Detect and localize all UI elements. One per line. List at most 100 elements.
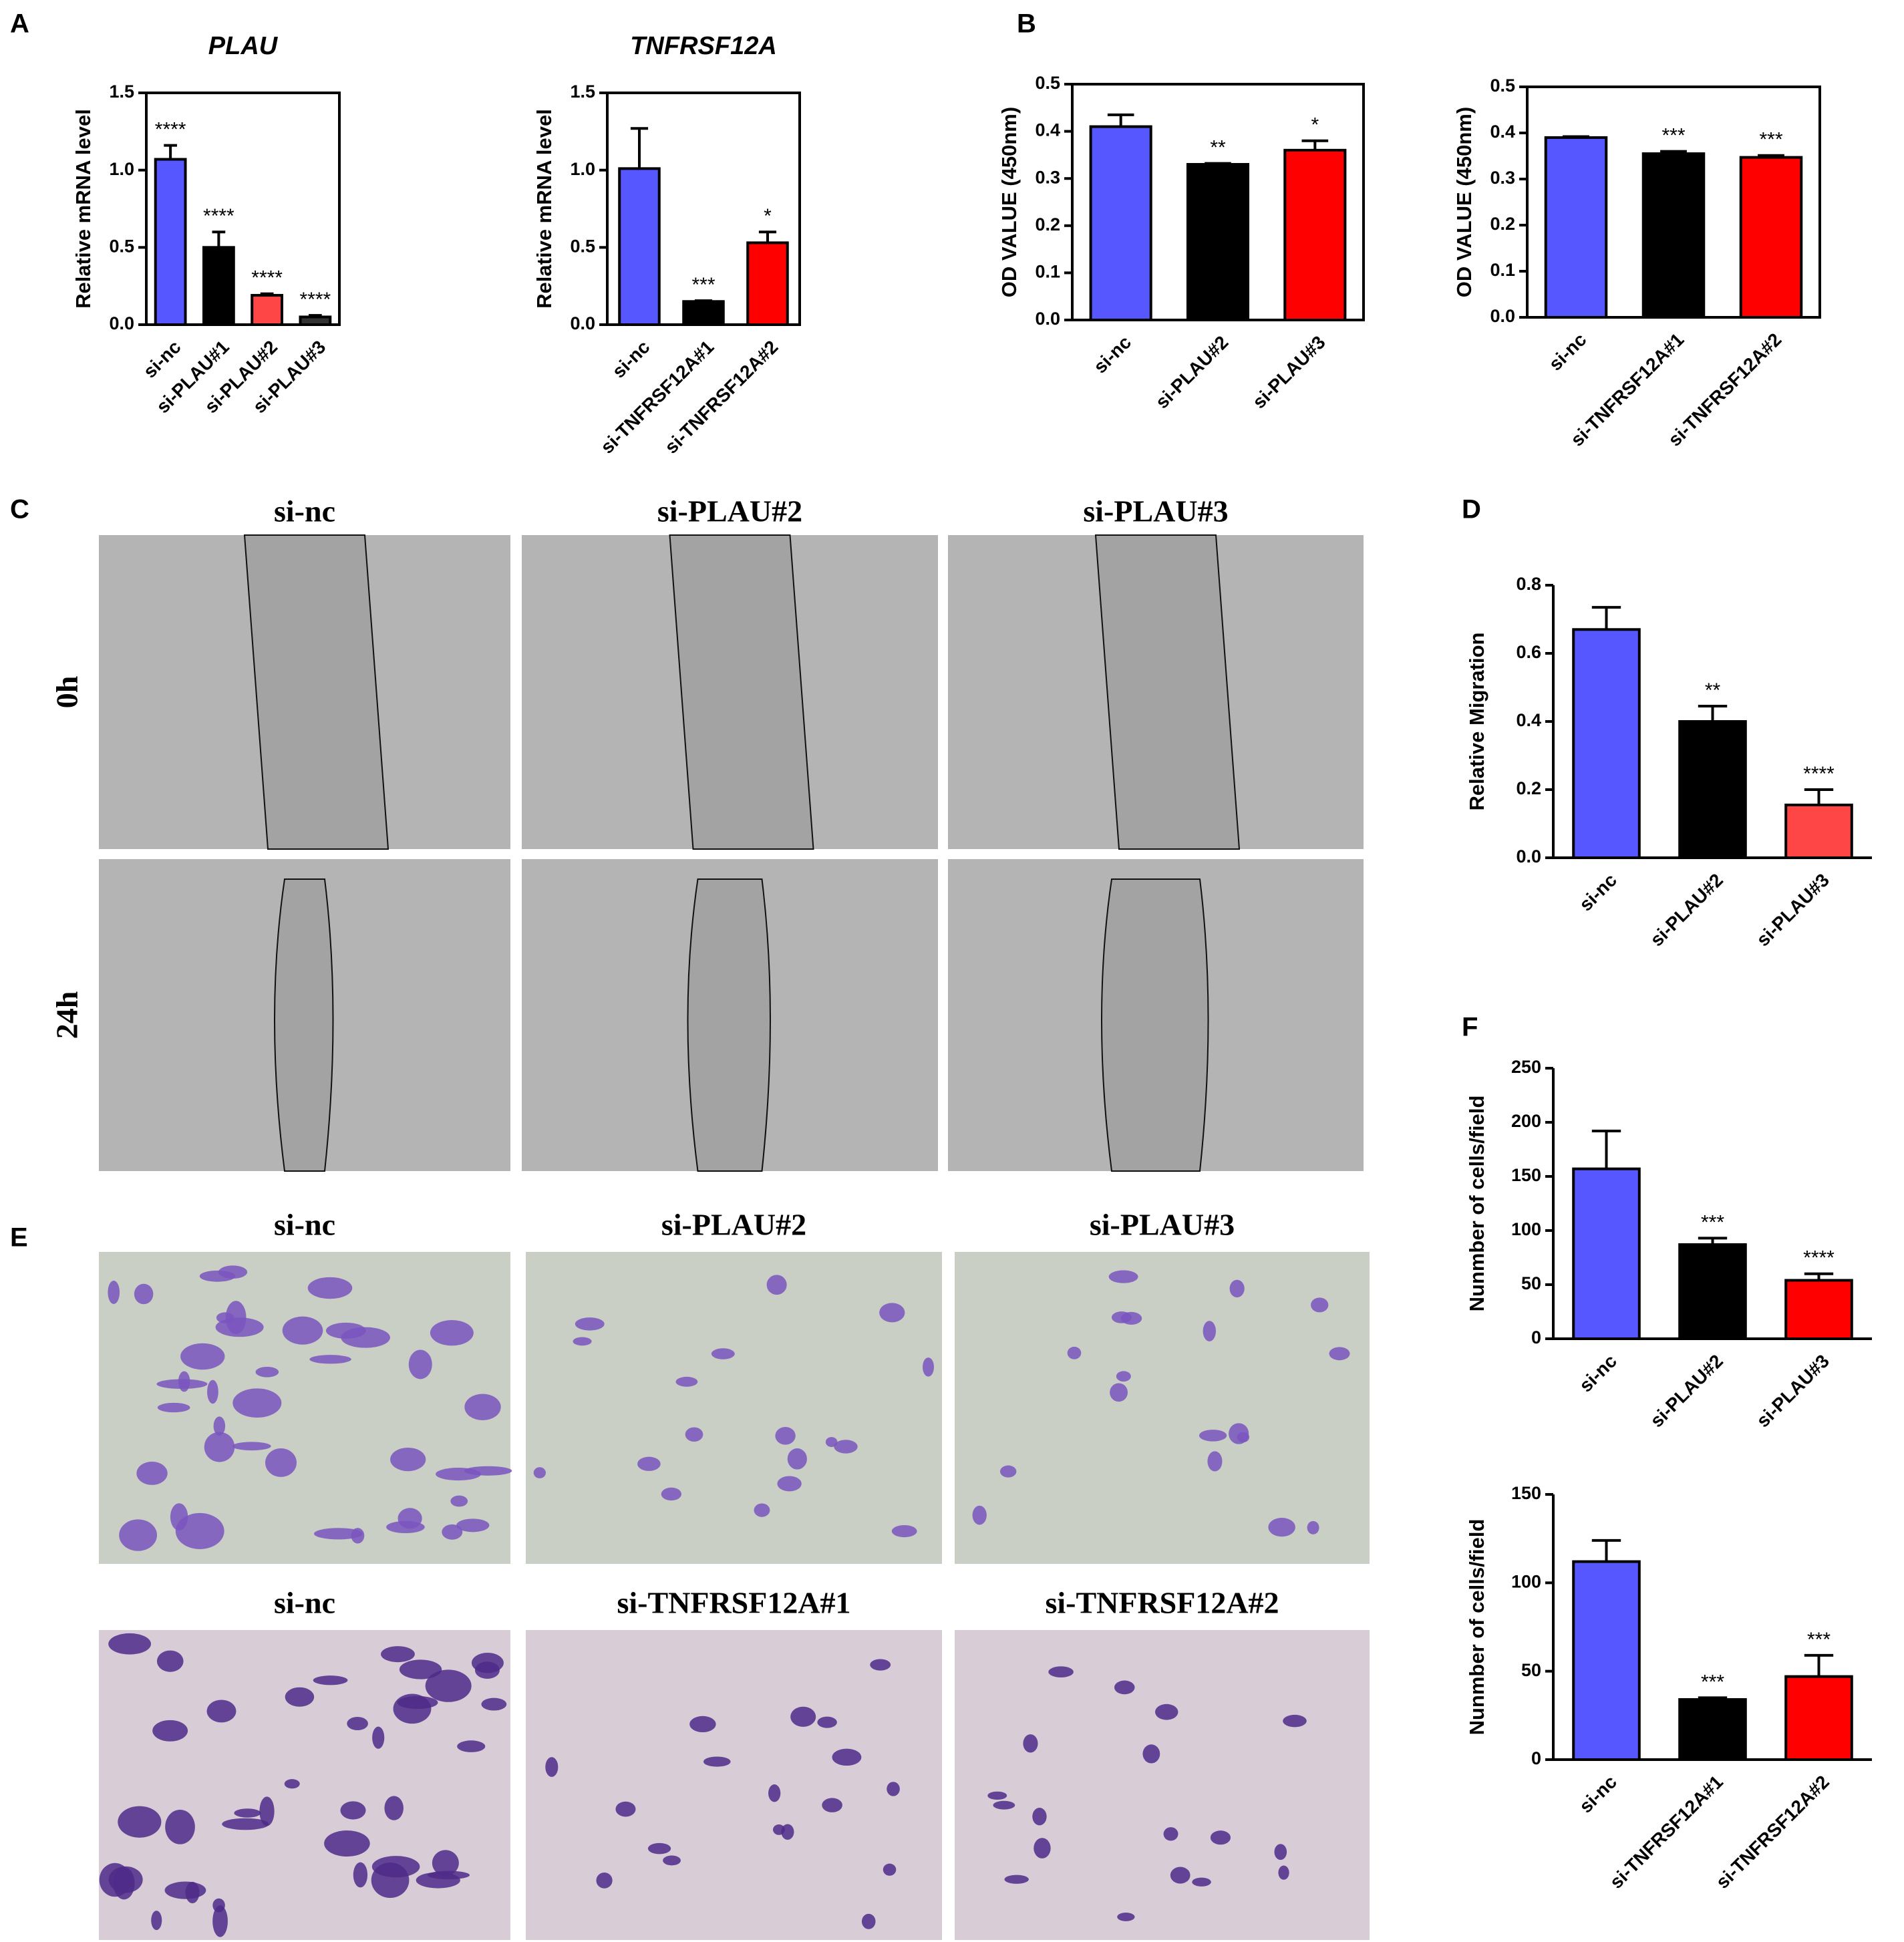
stained-cell (157, 1402, 190, 1413)
stained-cell (1278, 1865, 1289, 1880)
panel-label: F (1462, 1013, 1478, 1042)
y-axis-label: OD VALUE (450nm) (997, 107, 1021, 297)
significance: *** (691, 274, 715, 296)
bar (746, 241, 789, 327)
bar (618, 167, 661, 326)
wound-area (243, 534, 389, 850)
y-tick-label: 150 (1511, 1483, 1541, 1503)
microscopy-image (955, 1252, 1370, 1564)
stained-cell (887, 1782, 900, 1796)
stained-cell (1192, 1877, 1211, 1887)
stained-cell (1203, 1321, 1216, 1341)
frame (1526, 86, 1821, 319)
image-title: si-PLAU#3 (1090, 1208, 1235, 1242)
y-tick-label: 0.3 (1490, 168, 1515, 188)
error-bar (1107, 113, 1134, 127)
y-tick-label: 250 (1511, 1057, 1541, 1077)
stained-cell (353, 1862, 368, 1888)
stained-cell (464, 1466, 512, 1476)
microscopy-image (526, 1252, 942, 1564)
stained-cell (399, 1659, 442, 1679)
stained-cell (777, 1476, 802, 1492)
x-tick-label: si-TNFRSF12A#2 (1712, 1772, 1833, 1893)
stained-cell (1329, 1347, 1350, 1361)
stained-cell (134, 1283, 154, 1305)
significance: ** (1210, 137, 1226, 159)
stained-cell (1142, 1744, 1160, 1764)
bar (1572, 1167, 1641, 1341)
image-title: si-PLAU#2 (661, 1208, 806, 1242)
y-tick-label: 0.0 (1516, 846, 1541, 866)
stained-cell (384, 1796, 404, 1820)
y-tick-label: 0.0 (1035, 309, 1060, 329)
stained-cell (972, 1505, 987, 1525)
stained-cell (156, 1650, 184, 1672)
y-tick-label: 0.5 (1490, 75, 1515, 96)
stained-cell (457, 1740, 486, 1752)
stained-cell (307, 1277, 353, 1299)
significance: **** (155, 119, 186, 141)
axes (1552, 1068, 1872, 1340)
significance: **** (300, 289, 331, 311)
x-tick-label: si-nc (139, 337, 184, 382)
stained-cell (204, 1432, 235, 1462)
stained-cell (1229, 1423, 1249, 1444)
panel-label: B (1017, 9, 1036, 39)
stained-cell (222, 1818, 269, 1830)
stained-cell (1155, 1704, 1178, 1720)
significance: *** (1807, 1629, 1831, 1651)
y-tick-label: 0.4 (1035, 120, 1060, 140)
bar (1186, 163, 1250, 321)
significance: *** (1701, 1211, 1724, 1233)
stained-cell (108, 1280, 120, 1304)
stained-cell (1170, 1867, 1191, 1884)
y-axis-label: Nunmber of cells/field (1465, 1096, 1488, 1312)
error-bar (1591, 1539, 1621, 1562)
stained-cell (675, 1376, 698, 1387)
y-tick-label: 0.1 (1490, 260, 1515, 280)
stained-cell (1207, 1451, 1223, 1472)
significance: * (764, 205, 772, 227)
y-tick-label: 0.4 (1490, 122, 1515, 142)
frame (606, 92, 801, 326)
stained-cell (427, 1871, 470, 1880)
stained-cell (175, 1512, 224, 1549)
microscopy-image (526, 1630, 942, 1940)
stained-cell (325, 1322, 366, 1339)
bar (1784, 803, 1853, 859)
bar (1572, 1560, 1641, 1761)
significance: *** (1701, 1671, 1724, 1693)
y-tick-label: 0 (1531, 1748, 1541, 1768)
stained-cell (481, 1697, 507, 1711)
wound-area (274, 878, 334, 1172)
bar (154, 158, 187, 326)
x-tick-label: si-PLAU#2 (1646, 1351, 1727, 1432)
stained-cell (663, 1855, 681, 1866)
chart-title: PLAU (208, 32, 279, 60)
stained-cell (108, 1633, 152, 1655)
stained-cell (381, 1646, 415, 1663)
bar (251, 294, 284, 326)
y-tick-label: 200 (1511, 1111, 1541, 1131)
stained-cell (825, 1437, 838, 1448)
y-tick-label: 0.3 (1035, 167, 1060, 187)
x-tick-label: si-nc (1575, 870, 1621, 915)
stained-cell (1034, 1838, 1051, 1858)
stained-cell (206, 1700, 236, 1723)
stained-cell (768, 1784, 781, 1802)
stained-cell (265, 1448, 297, 1477)
y-tick-label: 1.0 (109, 159, 134, 179)
stained-cell (1116, 1371, 1131, 1382)
stained-cell (711, 1348, 735, 1359)
stained-cell (615, 1801, 636, 1817)
stained-cell (450, 1495, 468, 1507)
image-title: si-nc (274, 1586, 335, 1620)
stained-cell (199, 1270, 236, 1282)
x-tick-label: si-nc (1575, 1351, 1621, 1396)
stained-cell (282, 1316, 323, 1345)
x-tick-label: si-nc (608, 337, 653, 382)
stained-cell (1108, 1270, 1138, 1283)
error-bar (212, 230, 226, 248)
y-tick-label: 0.2 (1035, 214, 1060, 234)
error-bar (1698, 705, 1728, 721)
